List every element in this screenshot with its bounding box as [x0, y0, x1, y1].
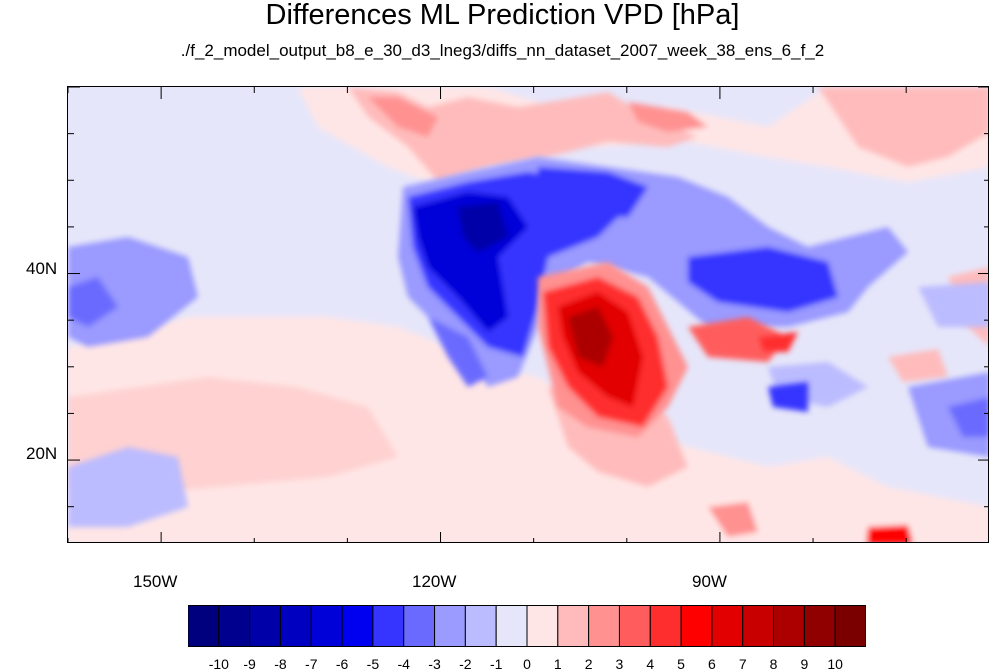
colorbar-box — [218, 605, 251, 647]
colorbar-label: -9 — [243, 656, 256, 672]
y-tick-label-20n: 20N — [26, 444, 58, 463]
map-plot-area[interactable] — [67, 86, 989, 543]
colorbar-label: 3 — [615, 656, 624, 672]
colorbar-label: 2 — [584, 656, 593, 672]
colorbar-label: -6 — [335, 656, 349, 672]
colorbar-box — [188, 605, 220, 647]
colorbar-box — [464, 605, 497, 647]
colorbar-box — [773, 605, 805, 647]
colorbar-box — [495, 605, 528, 647]
colorbar — [188, 605, 866, 647]
colorbar-box — [372, 605, 405, 647]
colorbar-box — [742, 605, 775, 647]
x-tick-label-90w: 90W — [692, 572, 727, 591]
colorbar-label: -10 — [208, 656, 229, 672]
map-ticks — [68, 87, 988, 542]
vpd-difference-field — [68, 87, 988, 542]
positive-anomaly-texas — [538, 262, 798, 437]
map-subtitle: ./f_2_model_output_b8_e_30_d3_lneg3/diff… — [180, 41, 825, 60]
colorbar-label: -1 — [489, 656, 503, 672]
colorbar-box — [249, 605, 281, 647]
colorbar-box — [649, 605, 682, 647]
colorbar-label: 5 — [677, 656, 685, 672]
colorbar-box — [618, 605, 651, 647]
colorbar-label: 8 — [769, 656, 778, 672]
colorbar-box — [680, 605, 713, 647]
light-negative-areas — [68, 237, 988, 527]
colorbar-label: 9 — [800, 656, 809, 672]
colorbar-label: 0 — [523, 656, 531, 672]
x-tick-label-120w: 120W — [412, 572, 457, 591]
y-tick-label-40n: 40N — [26, 259, 58, 278]
colorbar-label: -8 — [274, 656, 287, 672]
colorbar-box — [403, 605, 436, 647]
light-positive-areas — [68, 87, 988, 542]
colorbar-box — [279, 605, 312, 647]
colorbar-label: 10 — [827, 656, 843, 672]
colorbar-label: 4 — [646, 656, 655, 672]
colorbar-box — [310, 605, 343, 647]
colorbar-label: 1 — [553, 656, 562, 672]
colorbar-label: 7 — [738, 656, 747, 672]
colorbar-box — [834, 605, 866, 647]
negative-anomaly-west-us — [398, 157, 908, 412]
map-title: Differences ML Prediction VPD [hPa] — [265, 0, 740, 31]
colorbar-label: -5 — [366, 656, 380, 672]
colorbar-box — [434, 605, 466, 647]
colorbar-label: 6 — [708, 656, 716, 672]
colorbar-label: -2 — [459, 656, 472, 672]
colorbar-label: -7 — [305, 656, 318, 672]
colorbar-box — [588, 605, 620, 647]
colorbar-box — [341, 605, 374, 647]
colorbar-label: -3 — [428, 656, 441, 672]
colorbar-box — [557, 605, 590, 647]
colorbar-box — [526, 605, 559, 647]
x-tick-label-150w: 150W — [133, 572, 178, 591]
colorbar-box — [711, 605, 744, 647]
colorbar-box — [803, 605, 836, 647]
colorbar-label: -4 — [397, 656, 410, 672]
